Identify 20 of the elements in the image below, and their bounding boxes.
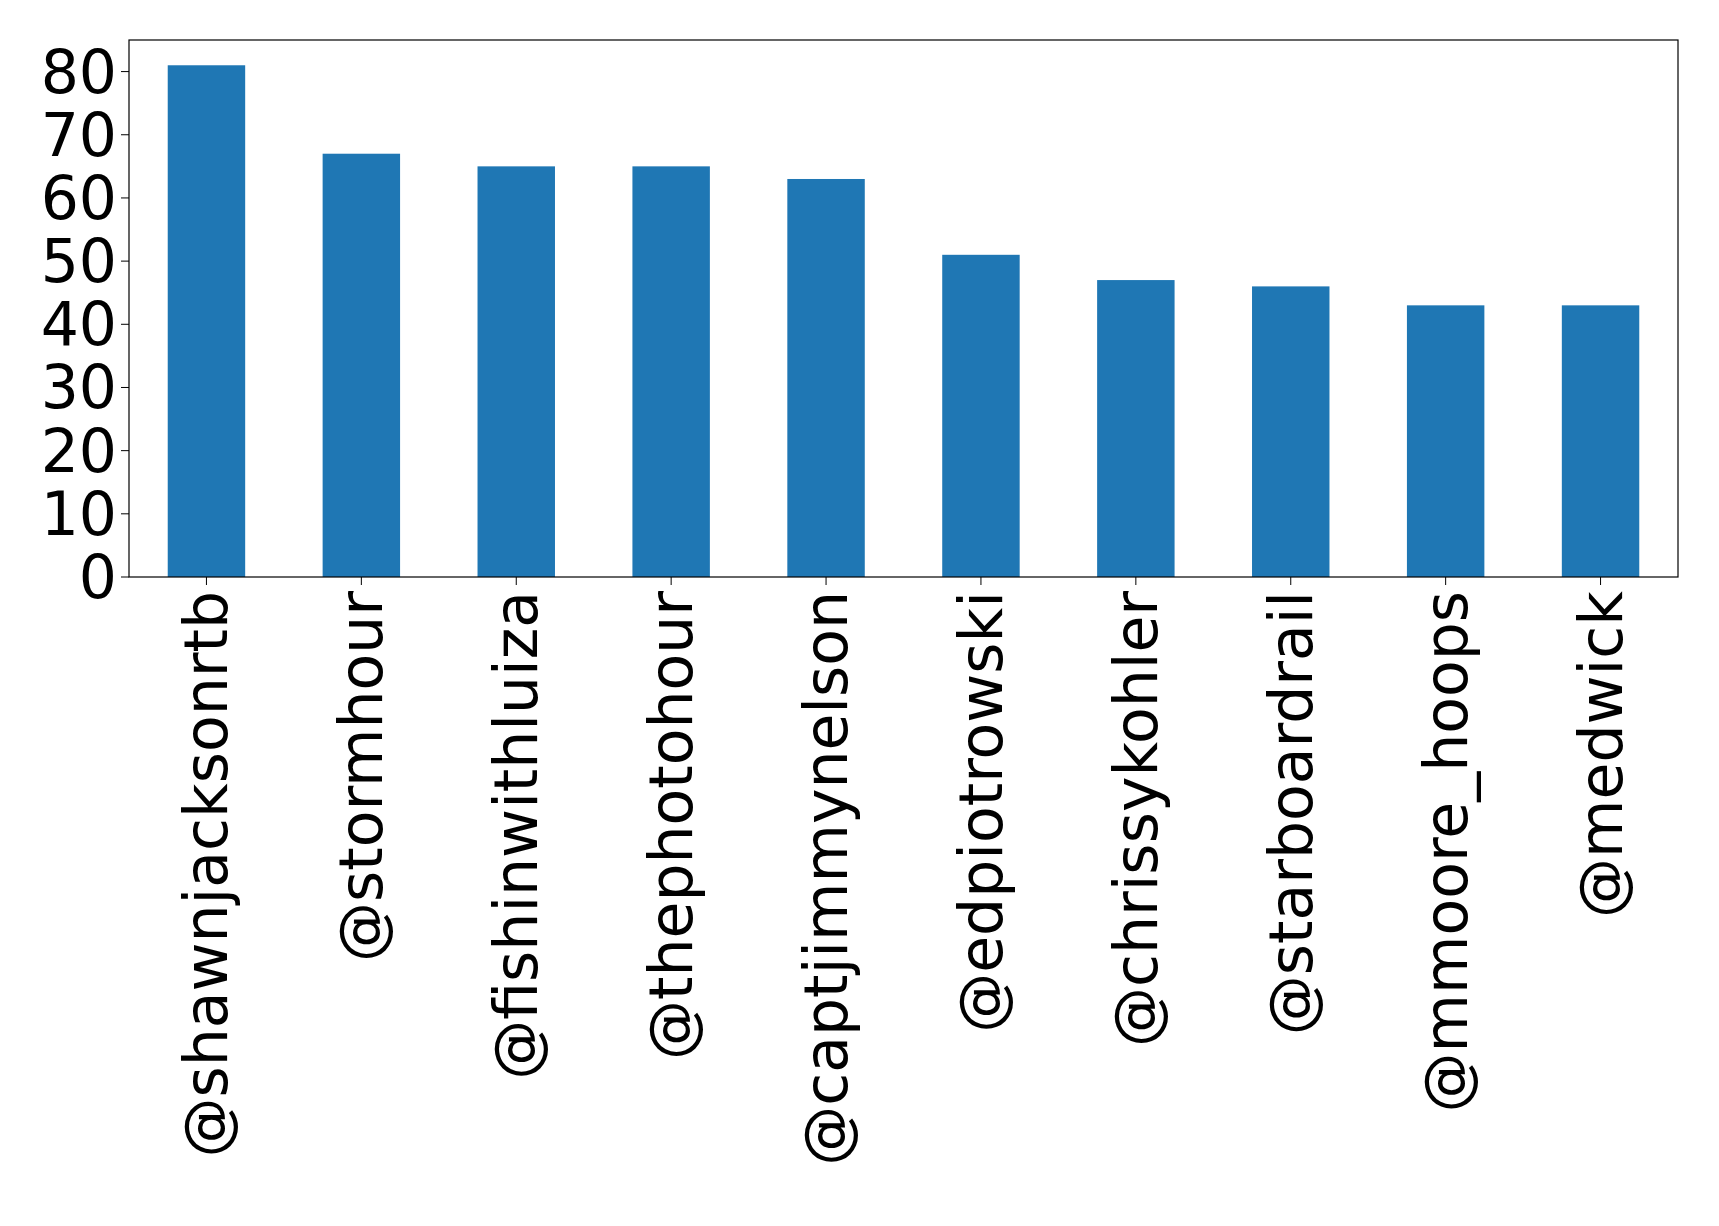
bar	[1097, 280, 1175, 577]
x-tick-label: @shawnjacksonrtb	[171, 591, 242, 1158]
bar	[942, 254, 1020, 577]
x-tick-label: @fishinwithluiza	[481, 591, 552, 1080]
x-tick-label: @thephotohour	[636, 590, 707, 1060]
x-tick-label: @starboardrail	[1255, 591, 1326, 1036]
bar	[1252, 286, 1330, 577]
x-tick-label: @edpiotrowski	[945, 591, 1016, 1033]
bar	[477, 166, 555, 577]
bar	[1406, 305, 1485, 577]
bar	[787, 178, 865, 577]
x-tick-label: @chrissykohler	[1100, 590, 1171, 1047]
bar	[322, 153, 401, 577]
x-tick-label: @stormhour	[326, 590, 397, 962]
bar	[167, 65, 246, 577]
x-tick-label: @captjimmynelson	[791, 591, 862, 1166]
x-tick-label: @medwick	[1565, 590, 1636, 918]
x-tick-label: @mmoore_hoops	[1410, 591, 1481, 1113]
bar	[1561, 305, 1640, 577]
bar	[632, 166, 710, 577]
